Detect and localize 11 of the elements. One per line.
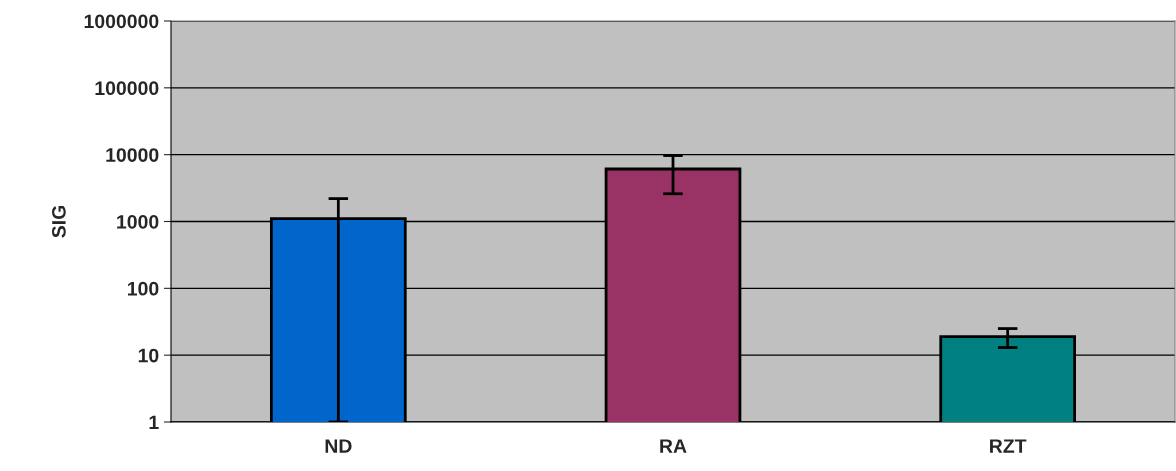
y-tick-label: 10	[138, 348, 159, 363]
x-tick-label: RZT	[990, 439, 1027, 453]
y-tick-label: 10000	[106, 148, 159, 162]
y-tick-label: 100	[127, 281, 159, 296]
y-tick-label: 100000	[95, 81, 159, 96]
y-tick-label: 1000	[117, 214, 159, 229]
y-axis-title: SIG	[52, 205, 66, 238]
y-tick-label: 1	[149, 415, 159, 430]
x-tick-label: RA	[660, 439, 687, 453]
y-tick-label: 1000000	[84, 14, 159, 29]
x-tick-label: ND	[325, 439, 352, 453]
